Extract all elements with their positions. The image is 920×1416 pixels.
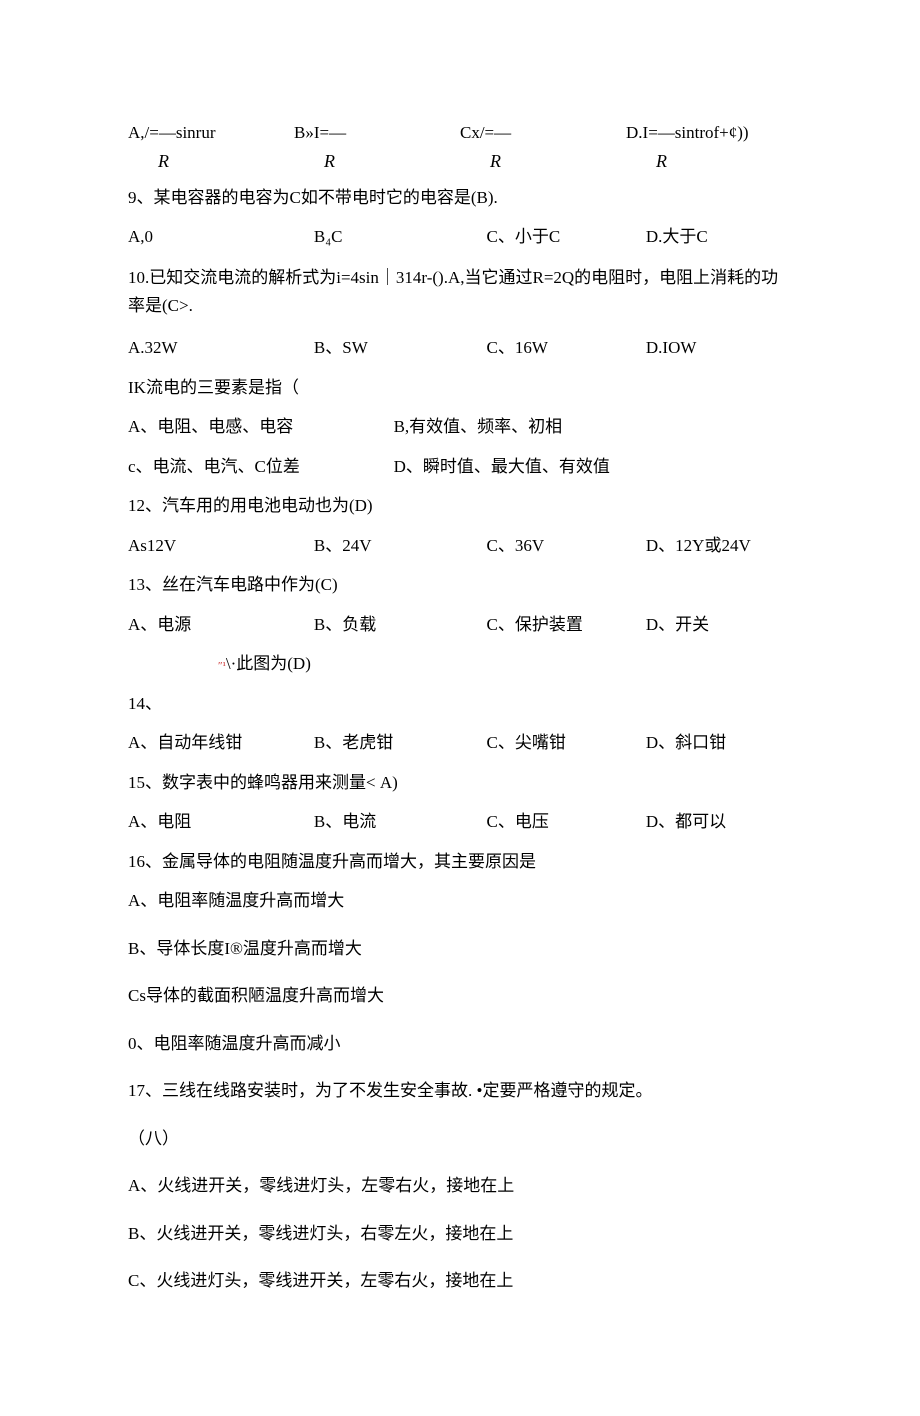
q8-r-d: R <box>626 148 792 175</box>
q13-opt-a: A、电源 <box>128 612 314 638</box>
q8-opt-c: Cx/=— <box>460 120 626 146</box>
q11-text: IK流电的三要素是指（ <box>128 375 792 401</box>
q17-opt-a: A、火线进开关，零线进灯头，左零右火，接地在上 <box>128 1173 792 1199</box>
q13-opt-d: D、开关 <box>646 612 792 638</box>
q10-opt-a: A.32W <box>128 335 314 361</box>
q14-sup: ″¹ <box>218 658 226 675</box>
q8-opt-a: A,/=—sinrur <box>128 120 294 146</box>
q16-opt-b: B、导体长度I®温度升高而增大 <box>128 936 792 962</box>
q11-opt-b: B,有效值、频率、初相 <box>394 414 563 440</box>
q15-opt-d: D、都可以 <box>646 809 792 835</box>
q12-opt-d: D、12Y或24V <box>646 533 792 559</box>
q15-text: 15、数字表中的蜂鸣器用来测量< A) <box>128 770 792 796</box>
q14-opt-c: C、尖嘴钳 <box>487 730 646 756</box>
q10-opt-b: B、SW <box>314 335 487 361</box>
q14-options: A、自动年线钳 B、老虎钳 C、尖嘴钳 D、斜口钳 <box>128 730 792 756</box>
q12-opt-b: B、24V <box>314 533 487 559</box>
q15-opt-a: A、电阻 <box>128 809 314 835</box>
q17-opt-c: C、火线进灯头，零线进开关，左零右火，接地在上 <box>128 1268 792 1294</box>
q14-opt-d: D、斜口钳 <box>646 730 792 756</box>
q17-text: 17、三线在线路安装时，为了不发生安全事故. •定要严格遵守的规定。 <box>128 1078 792 1104</box>
q9-opt-b: B₄C <box>314 224 487 250</box>
q14-opt-a: A、自动年线钳 <box>128 730 314 756</box>
q15-options: A、电阻 B、电流 C、电压 D、都可以 <box>128 809 792 835</box>
q11-opt-c: c、电流、电汽、C位差 <box>128 454 394 480</box>
q13-options: A、电源 B、负载 C、保护装置 D、开关 <box>128 612 792 638</box>
q13-opt-c: C、保护装置 <box>487 612 646 638</box>
q9-opt-c: C、小于C <box>487 224 646 250</box>
q11-opt-d: D、瞬时值、最大值、有效值 <box>394 454 610 480</box>
q12-options: As12V B、24V C、36V D、12Y或24V <box>128 533 792 559</box>
q9-opt-d: D.大于C <box>646 224 792 250</box>
q8-r-row: R R R R <box>128 148 792 175</box>
q12-opt-a: As12V <box>128 533 314 559</box>
q9-opt-a: A,0 <box>128 224 314 250</box>
q8-r-c: R <box>460 148 626 175</box>
q9-text: 9、某电容器的电容为C如不带电时它的电容是(B). <box>128 185 792 211</box>
q11-options-ab: A、电阻、电感、电容 B,有效值、频率、初相 <box>128 414 792 440</box>
q9-options: A,0 B₄C C、小于C D.大于C <box>128 224 792 250</box>
q8-opt-b: B»I=— <box>294 120 460 146</box>
q13-text: 13、丝在汽车电路中作为(C) <box>128 572 792 598</box>
q8-formula-row: A,/=—sinrur B»I=— Cx/=— D.I=—sintrof+¢)) <box>128 120 792 146</box>
q16-text: 16、金属导体的电阻随温度升高而增大，其主要原因是 <box>128 849 792 875</box>
q8-opt-d: D.I=—sintrof+¢)) <box>626 120 792 146</box>
q14-text: \·此图为(D) <box>226 651 311 677</box>
q11-options-cd: c、电流、电汽、C位差 D、瞬时值、最大值、有效值 <box>128 454 792 480</box>
q11-opt-a: A、电阻、电感、电容 <box>128 414 394 440</box>
q13-opt-b: B、负载 <box>314 612 487 638</box>
q14-num: 14、 <box>128 691 792 717</box>
q16-opt-d: 0、电阻率随温度升高而减小 <box>128 1031 792 1057</box>
q12-opt-c: C、36V <box>487 533 646 559</box>
q12-text: 12、汽车用的用电池电动也为(D) <box>128 493 792 519</box>
q14-inline: ″¹ \·此图为(D) <box>128 651 792 677</box>
q10-options: A.32W B、SW C、16W D.IOW <box>128 335 792 361</box>
q17-opt-b: B、火线进开关，零线进灯头，右零左火，接地在上 <box>128 1221 792 1247</box>
q8-r-b: R <box>294 148 460 175</box>
q10-opt-d: D.IOW <box>646 335 792 361</box>
q17-hint: （八） <box>128 1126 792 1152</box>
q10-opt-c: C、16W <box>487 335 646 361</box>
q15-opt-b: B、电流 <box>314 809 487 835</box>
q14-opt-b: B、老虎钳 <box>314 730 487 756</box>
q15-opt-c: C、电压 <box>487 809 646 835</box>
q10-text: 10.已知交流电流的解析式为i=4sin｜314r-().A,当它通过R=2Q的… <box>128 264 792 322</box>
q16-opt-c: Cs导体的截面积陋温度升高而增大 <box>128 983 792 1009</box>
q8-r-a: R <box>128 148 294 175</box>
q16-opt-a: A、电阻率随温度升高而增大 <box>128 888 792 914</box>
